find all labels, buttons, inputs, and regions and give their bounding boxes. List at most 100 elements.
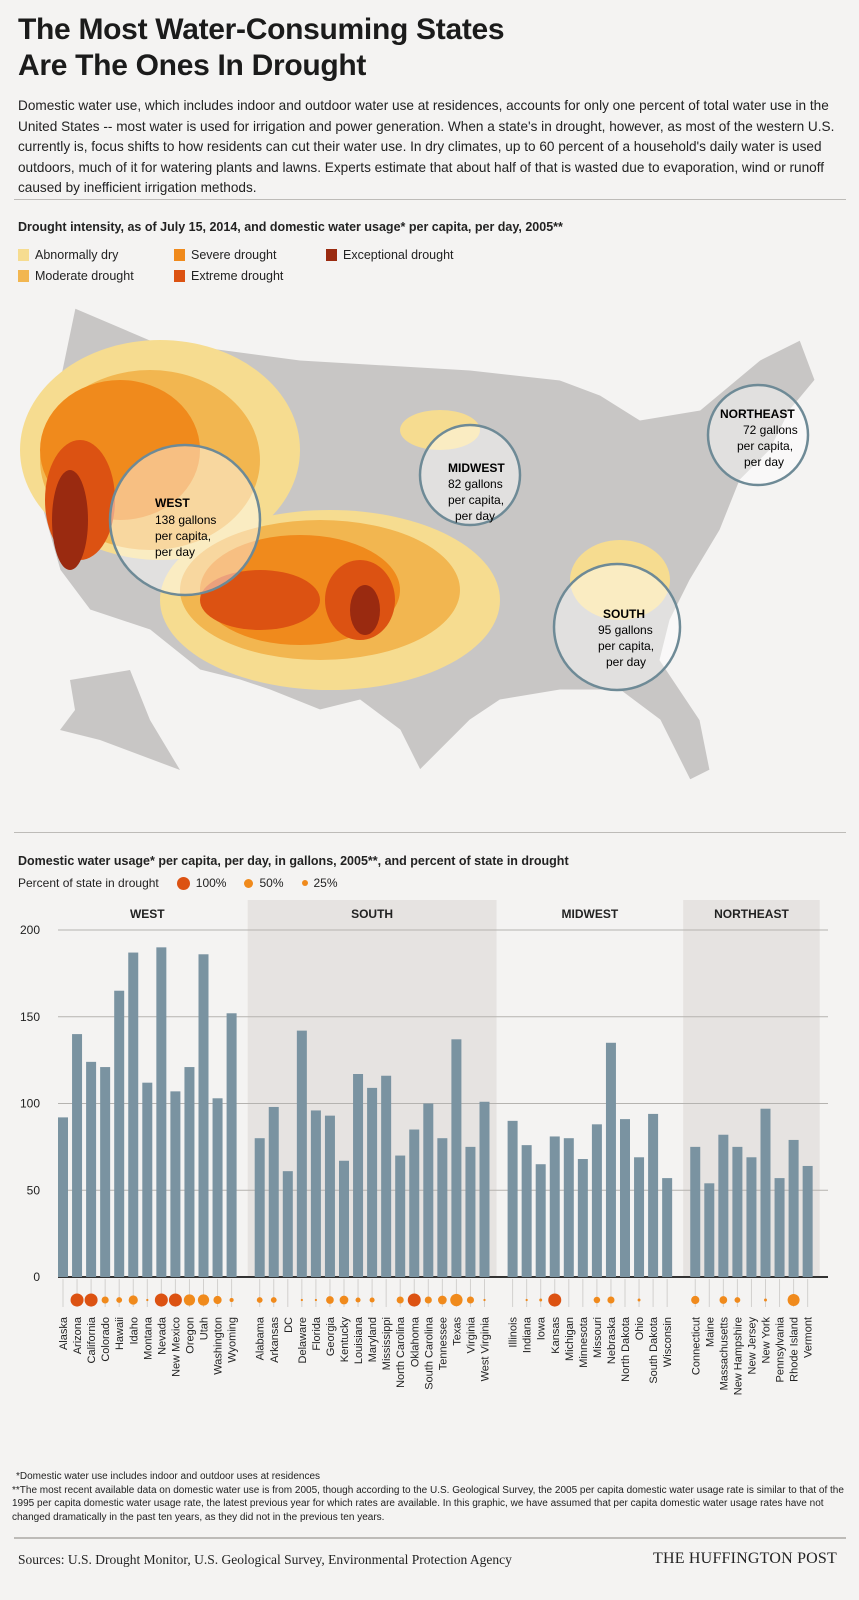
drought-dot [719, 1296, 728, 1304]
y-tick-label: 100 [20, 1097, 40, 1111]
y-tick-label: 50 [27, 1183, 41, 1197]
bar-mississippi [381, 1075, 392, 1277]
swatch-icon [18, 249, 29, 261]
alaska-shape [60, 670, 180, 770]
state-label: Alabama [255, 1316, 267, 1360]
bar-washington [212, 1098, 223, 1277]
bar-rhode-island [788, 1139, 799, 1277]
dot-legend-value: 100% [195, 876, 227, 890]
region-south: SOUTH 95 gallons per capita, per day [552, 562, 682, 692]
brand-logo: THE HUFFINGTON POST [653, 1550, 837, 1567]
state-label: Arizona [72, 1316, 84, 1354]
state-label: Washington [213, 1317, 225, 1375]
region-name: WEST [155, 496, 190, 510]
map-heading: Drought intensity, as of July 15, 2014, … [18, 220, 563, 234]
bar-pennsylvania [774, 1178, 785, 1277]
legend-label: Severe drought [191, 248, 277, 262]
footnotes: *Domestic water use includes indoor and … [12, 1470, 847, 1524]
state-label: Florida [311, 1316, 323, 1351]
state-label: New Mexico [170, 1317, 182, 1377]
drought-dot [339, 1295, 349, 1305]
state-label: Nevada [156, 1316, 168, 1355]
drought-dot [314, 1298, 318, 1302]
state-label: Utah [199, 1317, 211, 1340]
state-label: DC [283, 1317, 295, 1333]
bar-oklahoma [409, 1129, 420, 1277]
state-label: Virginia [465, 1316, 477, 1353]
bar-south-carolina [423, 1103, 434, 1277]
state-label: Connecticut [690, 1317, 702, 1375]
bar-new-hampshire [732, 1146, 743, 1277]
drought-dot [483, 1298, 486, 1302]
dot-icon [244, 878, 254, 888]
y-tick-label: 200 [20, 923, 40, 937]
drought-dot [607, 1296, 615, 1304]
legend-label: Exceptional drought [343, 248, 454, 262]
drought-dot [326, 1296, 334, 1304]
drought-dot [101, 1296, 109, 1304]
bar-connecticut [690, 1146, 701, 1277]
dot-legend-50: 50% [244, 876, 284, 890]
state-label: Kansas [550, 1317, 562, 1354]
bar-north-dakota [620, 1119, 630, 1277]
drought-dot [84, 1293, 98, 1307]
state-label: Tennessee [437, 1317, 449, 1370]
drought-dot [183, 1294, 196, 1306]
bar-vermont [802, 1165, 813, 1277]
footnote-1: *Domestic water use includes indoor and … [16, 1471, 321, 1482]
dot-icon [301, 880, 308, 886]
region-per-day: per day [744, 455, 784, 469]
drought-dot [734, 1297, 741, 1303]
region-name: NORTHEAST [720, 407, 795, 421]
drought-dot [466, 1296, 475, 1304]
drought-dot [764, 1298, 767, 1302]
dot-legend-value: 25% [313, 876, 338, 890]
drought-dot [548, 1293, 562, 1307]
state-label: Arkansas [269, 1317, 281, 1363]
dot-legend-25: 25% [301, 876, 338, 890]
drought-dot [637, 1298, 641, 1302]
bar-south-dakota [648, 1113, 659, 1277]
swatch-icon [174, 249, 185, 261]
bar-wisconsin [662, 1178, 673, 1277]
state-label: Idaho [128, 1317, 140, 1345]
state-label: Oklahoma [409, 1316, 421, 1367]
legend-abnormally-dry: Abnormally dry [18, 248, 118, 262]
state-label: New Hampshire [732, 1317, 744, 1395]
bar-minnesota [577, 1159, 588, 1277]
state-label: Missouri [592, 1317, 604, 1358]
group-label: MIDWEST [562, 907, 619, 921]
state-label: Oregon [184, 1317, 196, 1354]
legend-exceptional-drought: Exceptional drought [326, 248, 454, 262]
bar-massachusetts [718, 1134, 729, 1277]
bar-california [86, 1061, 97, 1277]
bar-delaware [296, 1030, 307, 1277]
bar-nevada [156, 947, 167, 1277]
drought-dot [213, 1295, 222, 1305]
bar-ohio [634, 1157, 645, 1277]
state-label: California [86, 1316, 98, 1363]
state-label: New York [761, 1317, 773, 1364]
drought-map: WEST 138 gallons per capita, per day MID… [20, 307, 816, 781]
drought-dot [270, 1297, 277, 1303]
region-west: WEST 138 gallons per capita, per day [108, 443, 262, 597]
region-per-capita: per capita, [155, 529, 211, 543]
bar-arkansas [268, 1106, 279, 1277]
bar-colorado [100, 1067, 111, 1277]
bar-tennessee [437, 1138, 448, 1277]
divider [14, 832, 846, 833]
drought-dot [539, 1298, 543, 1302]
drought-dot [355, 1297, 361, 1303]
bar-arizona [72, 1034, 83, 1277]
state-label: Pennsylvania [775, 1316, 787, 1382]
bar-georgia [324, 1115, 335, 1277]
region-gallons: 72 gallons [743, 423, 798, 437]
chart-heading: Domestic water usage* per capita, per da… [18, 854, 569, 868]
bar-florida [310, 1110, 321, 1277]
region-per-day: per day [606, 655, 646, 669]
state-label: Maine [704, 1317, 716, 1347]
drought-dot [197, 1294, 210, 1306]
state-label: Iowa [536, 1316, 548, 1340]
state-label: Vermont [803, 1317, 815, 1358]
